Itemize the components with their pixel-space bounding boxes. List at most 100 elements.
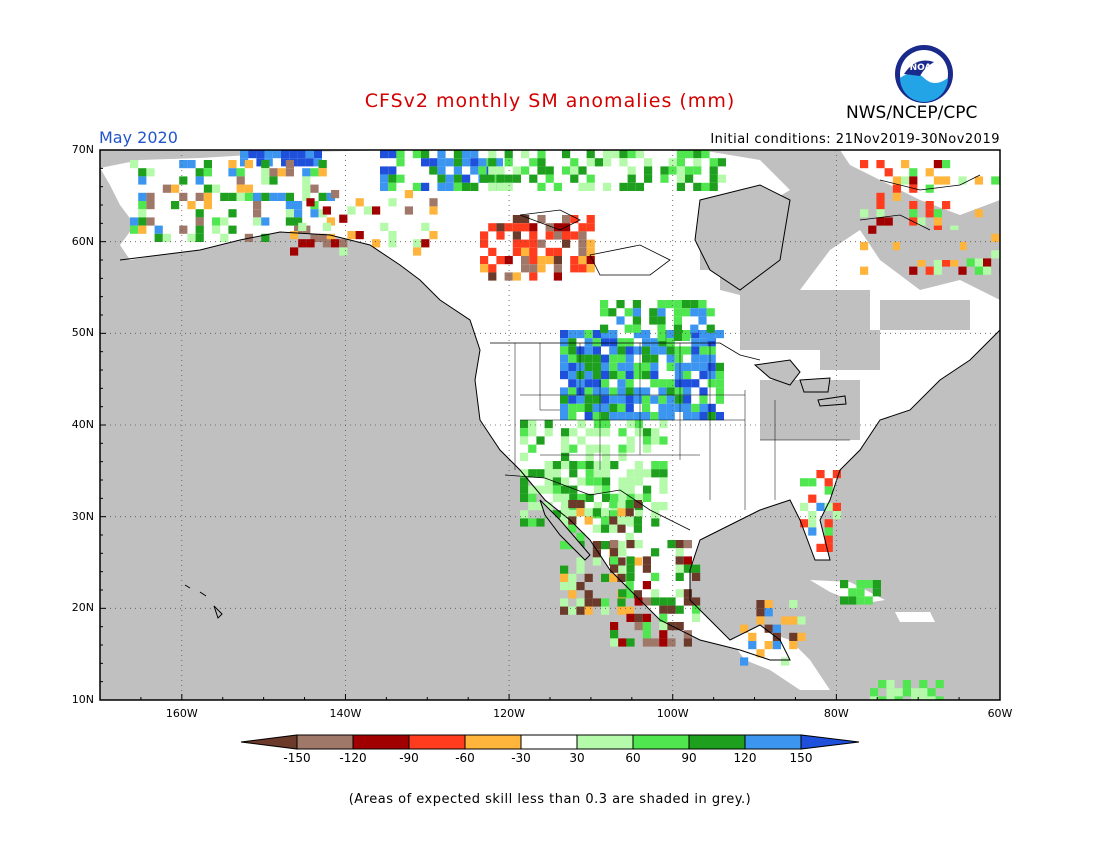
anomaly-cell <box>289 150 298 159</box>
anomaly-cell <box>617 541 626 550</box>
anomaly-cell <box>625 500 634 509</box>
anomaly-cell <box>578 239 587 248</box>
anomaly-cell <box>577 420 586 429</box>
anomaly-cell <box>634 477 643 486</box>
anomaly-cell <box>642 564 651 573</box>
anomaly-cell <box>659 461 668 470</box>
anomaly-cell <box>717 158 726 167</box>
anomaly-cell <box>552 477 561 486</box>
anomaly-cell <box>642 622 651 631</box>
anomaly-cell <box>545 174 554 183</box>
anomaly-cell <box>602 461 611 470</box>
anomaly-cell <box>244 160 253 169</box>
anomaly-cell <box>848 596 857 605</box>
anomaly-cell <box>627 174 636 183</box>
anomaly-cell <box>294 225 303 234</box>
anomaly-cell <box>618 589 627 598</box>
anomaly-cell <box>560 346 569 355</box>
anomaly-cell <box>643 428 652 437</box>
anomaly-cell <box>220 217 229 226</box>
anomaly-cell <box>560 541 569 550</box>
anomaly-cell <box>715 371 724 380</box>
anomaly-cell <box>584 371 593 380</box>
anomaly-cell <box>478 166 487 175</box>
anomaly-cell <box>748 632 757 641</box>
anomaly-cell <box>683 540 692 549</box>
anomaly-cell <box>269 176 278 185</box>
anomaly-cell <box>658 379 667 388</box>
anomaly-cell <box>179 160 188 169</box>
anomaly-cell <box>800 519 809 528</box>
anomaly-cell <box>388 166 397 175</box>
colorbar-label: -30 <box>511 751 531 765</box>
anomaly-cell <box>603 182 612 191</box>
anomaly-cell <box>634 622 643 631</box>
anomaly-cell <box>294 217 303 226</box>
anomaly-cell <box>578 231 587 240</box>
anomaly-cell <box>675 556 684 565</box>
anomaly-cell <box>253 201 262 210</box>
anomaly-cell <box>925 209 934 218</box>
anomaly-cell <box>544 502 553 511</box>
anomaly-cell <box>676 150 685 159</box>
anomaly-cell <box>593 420 602 429</box>
anomaly-cell <box>632 316 641 325</box>
anomaly-cell <box>261 168 270 177</box>
anomaly-cell <box>872 580 881 589</box>
anomaly-cell <box>203 192 212 201</box>
anomaly-cell <box>958 242 967 251</box>
anomaly-cell <box>584 387 593 396</box>
anomaly-cell <box>586 247 595 256</box>
anomaly-cell <box>709 182 718 191</box>
anomaly-cell <box>528 428 537 437</box>
anomaly-cell <box>892 176 901 185</box>
anomaly-cell <box>974 176 983 185</box>
anomaly-cell <box>294 209 303 218</box>
anomaly-cell <box>388 182 397 191</box>
anomaly-cell <box>445 182 454 191</box>
anomaly-cell <box>797 632 806 641</box>
anomaly-cell <box>576 582 585 591</box>
anomaly-cell <box>203 160 212 169</box>
anomaly-cell <box>626 420 635 429</box>
anomaly-cell <box>310 168 319 177</box>
anomaly-cell <box>412 150 421 159</box>
anomaly-cell <box>709 158 718 167</box>
anomaly-cell <box>592 395 601 404</box>
anomaly-cell <box>625 582 634 591</box>
anomaly-cell <box>521 264 530 273</box>
colorbar-swatch <box>688 734 746 750</box>
anomaly-cell <box>421 239 430 248</box>
anomaly-cell <box>816 470 825 479</box>
anomaly-cell <box>528 444 537 453</box>
anomaly-cell <box>560 598 569 607</box>
anomaly-cell <box>709 174 718 183</box>
anomaly-cell <box>667 638 676 647</box>
anomaly-cell <box>659 485 668 494</box>
anomaly-cell <box>380 166 389 175</box>
anomaly-cell <box>585 493 594 502</box>
anomaly-cell <box>496 231 505 240</box>
anomaly-cell <box>568 330 577 339</box>
anomaly-cell <box>602 420 611 429</box>
anomaly-cell <box>860 266 869 275</box>
anomaly-cell <box>610 548 619 557</box>
anomaly-cell <box>576 371 585 380</box>
anomaly-cell <box>601 573 610 582</box>
anomaly-cell <box>553 223 562 232</box>
anomaly-cell <box>632 324 641 333</box>
anomaly-cell <box>824 527 833 536</box>
anomaly-cell <box>528 502 537 511</box>
anomaly-cell <box>429 158 438 167</box>
anomaly-cell <box>545 166 554 175</box>
grey-patch <box>820 330 880 370</box>
anomaly-cell <box>138 209 147 218</box>
colorbar-swatch <box>520 734 578 750</box>
anomaly-cell <box>659 638 668 647</box>
anomaly-cell <box>445 174 454 183</box>
anomaly-cell <box>692 613 701 622</box>
anomaly-cell <box>453 166 462 175</box>
anomaly-cell <box>860 209 869 218</box>
anomaly-cell <box>935 680 944 689</box>
anomaly-cell <box>666 412 675 421</box>
